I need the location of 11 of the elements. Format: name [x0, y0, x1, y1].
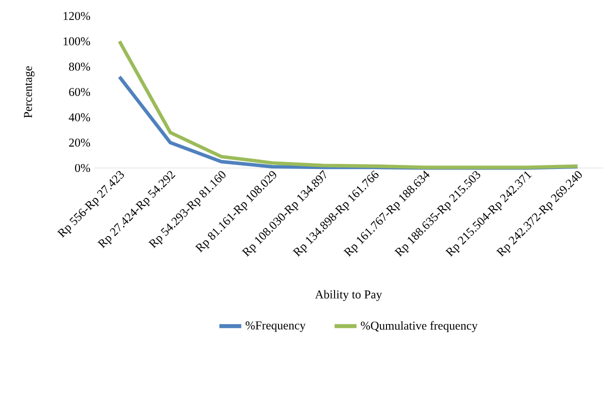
legend-label: %Qumulative frequency: [360, 321, 478, 332]
y-tick-label: 100%: [64, 37, 90, 46]
y-tick-label: 20%: [69, 138, 90, 147]
y-tick-label: 0%: [75, 164, 90, 172]
y-axis-title: Percentage: [24, 66, 34, 118]
x-axis-title: Ability to Pay: [315, 290, 382, 301]
y-tick-label: 40%: [68, 113, 90, 122]
y-tick-label: 60%: [69, 88, 90, 96]
legend-label: %Frequency: [246, 321, 306, 332]
y-tick-label: 120%: [64, 12, 90, 20]
y-tick-label: 80%: [69, 62, 90, 71]
